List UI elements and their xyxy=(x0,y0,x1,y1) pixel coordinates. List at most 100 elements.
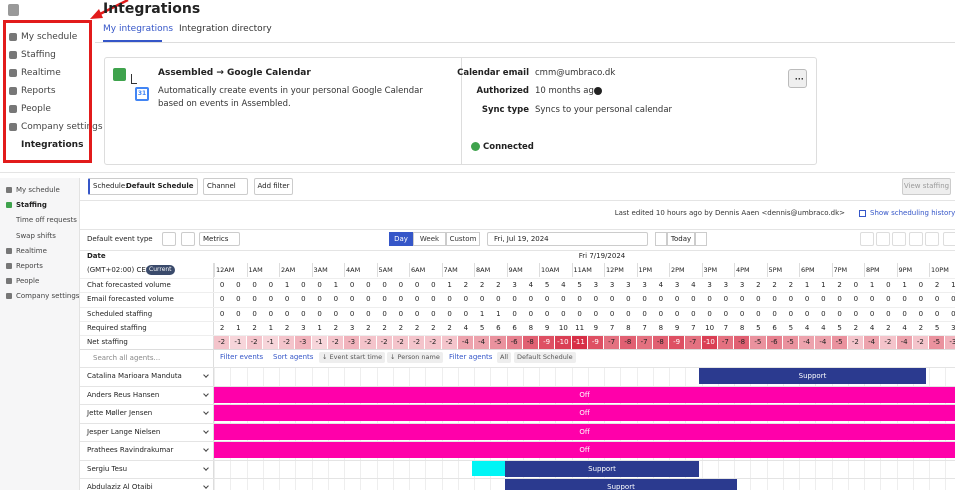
event-block[interactable]: Support xyxy=(699,368,926,384)
view-toggle[interactable]: Day xyxy=(389,232,413,246)
event-block[interactable]: Support xyxy=(505,460,699,477)
date-input[interactable]: Fri, Jul 19, 2024 xyxy=(487,232,648,246)
channel-select[interactable] xyxy=(203,178,248,195)
filter-agents[interactable]: Filter agents xyxy=(449,353,493,361)
prev-button[interactable] xyxy=(655,232,667,246)
agent-chevron[interactable] xyxy=(203,372,209,378)
sort-chip[interactable]: ↓ Event start time xyxy=(319,352,386,363)
toolbar-icon[interactable] xyxy=(909,232,923,246)
hour-label: 10PM xyxy=(931,266,949,274)
filter-events[interactable]: Filter events xyxy=(220,353,264,361)
metric-cell: 0 xyxy=(658,295,664,304)
nav-item[interactable]: Reports xyxy=(21,86,56,96)
agent-chevron[interactable] xyxy=(203,390,209,397)
nav-item[interactable]: People xyxy=(16,277,40,285)
nav-icon xyxy=(6,263,12,269)
next-button[interactable] xyxy=(695,232,707,246)
sort-chip[interactable]: ↓ Person name xyxy=(387,352,443,363)
history-link[interactable]: Show scheduling history xyxy=(870,209,955,217)
agent-name[interactable]: Anders Reus Hansen xyxy=(87,390,160,399)
agent-chip[interactable]: Default Schedule xyxy=(514,352,576,363)
agent-name[interactable]: Catalina Marioara Manduta xyxy=(87,372,182,380)
agent-chevron[interactable] xyxy=(203,409,209,415)
metric-cell: 2 xyxy=(398,323,404,332)
agent-chevron[interactable] xyxy=(203,427,209,434)
toolbar-icon[interactable] xyxy=(892,232,906,246)
toolbar-icon[interactable] xyxy=(943,232,955,246)
nav-item[interactable]: Reports xyxy=(16,262,43,270)
nav-item[interactable]: Time off requests xyxy=(16,216,77,224)
hour-label: 4AM xyxy=(346,266,361,274)
agent-name[interactable]: Prathees Ravindrakumar xyxy=(87,446,174,454)
agent-name[interactable]: Jette Møller Jensen xyxy=(87,409,153,417)
metric-cell: 0 xyxy=(349,309,355,318)
nav-item[interactable]: Staffing xyxy=(16,201,47,209)
nav-item[interactable]: Swap shifts xyxy=(16,232,56,240)
toolbar-icon[interactable] xyxy=(860,232,874,246)
metric-cell: -2 xyxy=(409,336,426,350)
metric-cell: 4 xyxy=(463,323,469,332)
nav-item[interactable]: Company settings xyxy=(16,292,80,300)
agent-chevron[interactable] xyxy=(203,464,209,471)
metric-cell: 0 xyxy=(918,281,924,289)
agent-chevron[interactable] xyxy=(203,483,209,489)
agent-chip[interactable]: All xyxy=(497,352,512,363)
today-button[interactable]: Today xyxy=(667,232,695,246)
view-toggle[interactable]: Week xyxy=(413,232,446,246)
icon-button[interactable] xyxy=(181,232,195,246)
metric-cell: -7 xyxy=(685,336,702,350)
view-toggle[interactable]: Custom xyxy=(446,232,480,246)
schedule-label[interactable]: Schedule: xyxy=(93,182,128,190)
metric-cell: 2 xyxy=(366,323,371,332)
event-block[interactable]: Off xyxy=(214,442,955,458)
hour-divider xyxy=(409,263,410,277)
tab[interactable]: Integration directory xyxy=(179,24,272,34)
toolbar-icon[interactable] xyxy=(925,232,939,246)
toolbar-icon[interactable] xyxy=(876,232,890,246)
nav-item[interactable]: My schedule xyxy=(16,186,60,194)
metric-cell: -1 xyxy=(230,336,247,350)
agent-name[interactable]: Abdulaziz Al Otaibi xyxy=(87,483,153,490)
nav-item[interactable]: Integrations xyxy=(21,140,84,150)
agent-name[interactable]: Sergiu Tesu xyxy=(87,464,128,473)
metric-cell: 3 xyxy=(349,323,355,332)
sort-agents[interactable]: Sort agents xyxy=(273,353,314,361)
arrow-icon xyxy=(131,74,137,84)
metric-cell: -6 xyxy=(766,336,783,350)
agent-chevron[interactable] xyxy=(203,446,209,452)
metrics-select[interactable]: Metrics xyxy=(199,232,240,246)
metric-cell: -7 xyxy=(717,336,734,350)
metric-cell: 0 xyxy=(593,295,599,304)
hour-divider xyxy=(311,263,313,277)
view-staffing-button[interactable]: View staffing xyxy=(902,178,951,195)
nav-item[interactable]: My schedule xyxy=(21,32,78,42)
metric-cell: 0 xyxy=(366,309,371,318)
nav-item[interactable]: Company settings xyxy=(21,122,103,132)
tab[interactable]: My integrations xyxy=(103,24,174,34)
metric-cell: 0 xyxy=(252,295,257,304)
event-type-select[interactable]: Default event type xyxy=(87,235,153,243)
agent-name[interactable]: Jesper Lange Nielsen xyxy=(87,427,161,436)
field-label: Sync type xyxy=(481,105,529,115)
event-block[interactable]: Off xyxy=(214,405,955,421)
metric-cell: 0 xyxy=(902,295,907,304)
nav-item[interactable]: Realtime xyxy=(16,247,47,255)
hour-divider xyxy=(604,263,605,277)
hour-divider xyxy=(214,263,215,277)
nav-item[interactable]: Realtime xyxy=(21,68,61,78)
search-input[interactable]: Search all agents... xyxy=(93,354,161,362)
event-block[interactable]: Off xyxy=(214,386,955,403)
more-button[interactable]: ··· xyxy=(788,69,807,88)
icon-button[interactable] xyxy=(162,232,176,246)
metric-cell: -2 xyxy=(279,336,296,350)
add-filter-button[interactable]: Add filter xyxy=(254,178,293,195)
metric-label: Email forecasted volume xyxy=(87,295,174,304)
metric-cell: 2 xyxy=(463,281,469,289)
schedule-value[interactable]: Default Schedule xyxy=(126,182,194,190)
metric-cell: 0 xyxy=(333,295,339,304)
metric-cell: 0 xyxy=(414,295,420,304)
nav-item[interactable]: Staffing xyxy=(21,50,56,60)
event-block[interactable]: Support xyxy=(505,479,737,490)
event-block[interactable]: Off xyxy=(214,423,955,440)
nav-item[interactable]: People xyxy=(21,104,51,114)
